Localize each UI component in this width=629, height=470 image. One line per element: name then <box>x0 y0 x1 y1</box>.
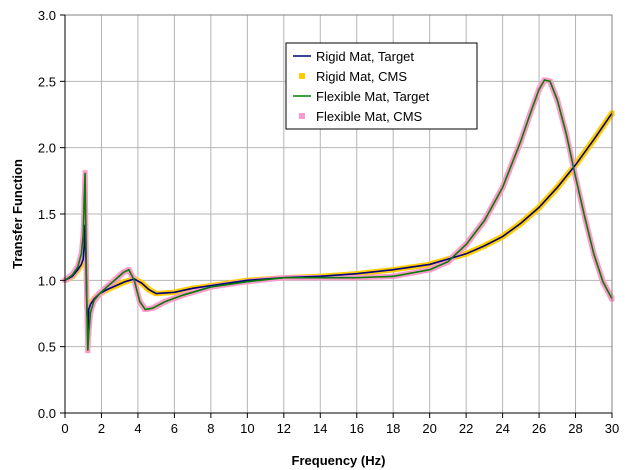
y-tick-label: 1.5 <box>38 207 56 222</box>
legend: Rigid Mat, Target Rigid Mat, CMS Flexible … <box>285 42 478 130</box>
x-tick-label: 30 <box>605 421 619 436</box>
legend-box <box>285 42 478 130</box>
series-flexible-mat-target <box>64 79 613 351</box>
x-tick-label: 16 <box>349 421 363 436</box>
y-tick-label: 2.5 <box>38 74 56 89</box>
x-tick-label: 14 <box>313 421 327 436</box>
x-tick-label: 26 <box>532 421 546 436</box>
x-axis-title: Frequency (Hz) <box>292 453 386 468</box>
y-tick-label: 3.0 <box>38 8 56 23</box>
series-line <box>64 112 613 334</box>
x-tick-label: 2 <box>98 421 105 436</box>
series-line <box>64 79 613 351</box>
y-axis-title: Transfer Function <box>10 159 25 269</box>
legend-label-flexible-mat-cms: Flexible Mat, CMS <box>316 109 423 124</box>
legend-swatch-rigid-mat-cms <box>299 73 305 79</box>
series-layer <box>62 77 615 354</box>
axes: 0 2 4 6 8 10 12 14 16 18 20 22 24 26 28 300.00.51.01.52… <box>38 8 619 436</box>
x-tick-label: 18 <box>386 421 400 436</box>
x-tick-label: 12 <box>277 421 291 436</box>
x-tick-label: 8 <box>207 421 214 436</box>
legend-label-flexible-mat-target: Flexible Mat, Target <box>316 89 430 104</box>
x-tick-label: 6 <box>171 421 178 436</box>
x-tick-label: 4 <box>134 421 141 436</box>
series-rigid-mat-cms <box>62 110 615 336</box>
series-rigid-mat-target <box>64 112 613 334</box>
legend-label-rigid-mat-target: Rigid Mat, Target <box>316 49 414 64</box>
x-tick-label: 22 <box>459 421 473 436</box>
x-tick-label: 28 <box>568 421 582 436</box>
legend-swatch-flexible-mat-cms <box>299 113 305 119</box>
x-tick-label: 10 <box>240 421 254 436</box>
y-tick-label: 0.0 <box>38 406 56 421</box>
y-tick-label: 0.5 <box>38 340 56 355</box>
x-tick-label: 20 <box>422 421 436 436</box>
y-tick-label: 1.0 <box>38 273 56 288</box>
y-tick-label: 2.0 <box>38 141 56 156</box>
legend-label-rigid-mat-cms: Rigid Mat, CMS <box>316 69 407 84</box>
x-tick-label: 0 <box>61 421 68 436</box>
x-tick-label: 24 <box>495 421 509 436</box>
